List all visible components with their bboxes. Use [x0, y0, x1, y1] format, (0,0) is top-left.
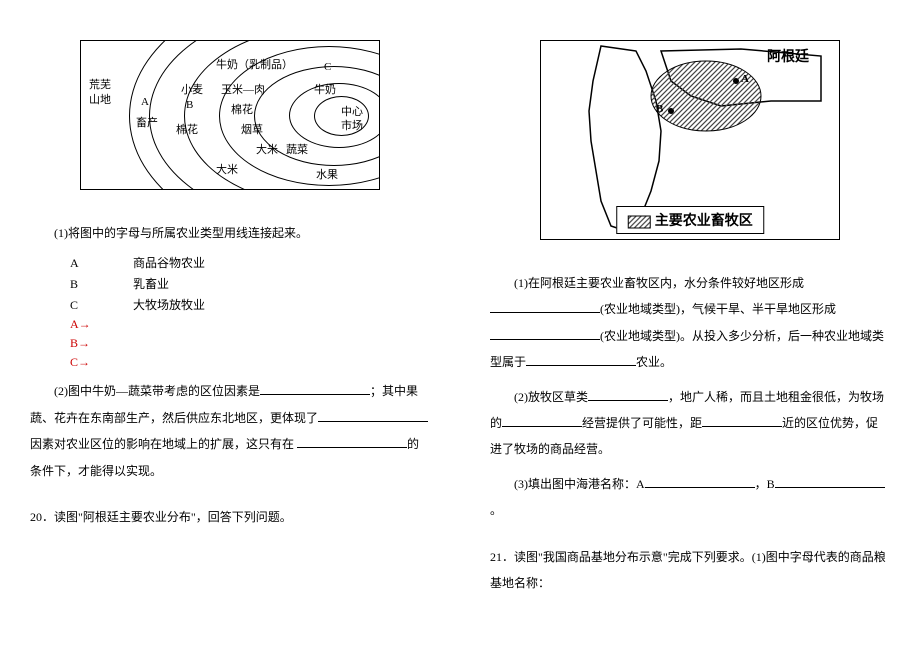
label-mtn1: 荒芜	[89, 76, 111, 92]
legend-swatch-icon	[627, 215, 651, 229]
blank-r1-1[interactable]	[490, 299, 600, 313]
red-b: B→	[70, 336, 430, 351]
right-column: 阿根廷 A B 主要农业畜牧区 (1)在阿根廷主要农业畜牧区内，水分条件较好地区…	[460, 0, 920, 650]
left-column: 荒芜 山地 A 畜产 小麦 B 棉花 牛奶（乳制品） 玉米—肉 棉花 烟草 C …	[0, 0, 460, 650]
r3-p3: 。	[490, 503, 502, 517]
von-thunen-diagram: 荒芜 山地 A 畜产 小麦 B 棉花 牛奶（乳制品） 玉米—肉 棉花 烟草 C …	[80, 40, 380, 190]
red-a: A→	[70, 317, 430, 332]
map-label-a: A	[741, 73, 749, 85]
blank-r3-2[interactable]	[775, 474, 885, 488]
map-legend: 主要农业畜牧区	[616, 206, 764, 234]
q21-text: 21．读图"我国商品基地分布示意"完成下列要求。(1)图中字母代表的商品粮基地名…	[490, 544, 890, 597]
blank-r2-1[interactable]	[588, 387, 668, 401]
label-center2: 市场	[341, 117, 363, 133]
option-letter-a: A	[70, 256, 130, 271]
r2-para: (2)放牧区草类，地广人稀，而且土地租金很低，为牧场的经营提供了可能性，距近的区…	[490, 384, 890, 463]
label-rice1: 大米	[256, 141, 278, 157]
r1-p1: (1)在阿根廷主要农业畜牧区内，水分条件较好地区形成	[514, 276, 804, 290]
r2-p1: (2)放牧区草类	[514, 390, 588, 404]
r1-para: (1)在阿根廷主要农业畜牧区内，水分条件较好地区形成 (农业地域类型)，气候干旱、…	[490, 270, 890, 376]
q20-text: 20．读图"阿根廷主要农业分布"，回答下列问题。	[30, 504, 430, 530]
r3-para: (3)填出图中海港名称：A ，B 。	[490, 471, 890, 524]
legend-text: 主要农业畜牧区	[655, 214, 753, 229]
label-milk: 牛奶	[314, 81, 336, 97]
blank-r1-2[interactable]	[490, 326, 600, 340]
label-mtn2: 山地	[89, 91, 111, 107]
red-c: C→	[70, 355, 430, 370]
blank-r1-3[interactable]	[526, 352, 636, 366]
map-label-b: B	[656, 103, 663, 115]
label-cotton1: 棉花	[176, 121, 198, 137]
option-a-text: 商品谷物农业	[133, 256, 205, 270]
label-milk-products: 牛奶（乳制品）	[216, 56, 293, 72]
blank-r2-2[interactable]	[502, 413, 582, 427]
label-livestock: 畜产	[136, 114, 158, 130]
option-c-text: 大牧场放牧业	[133, 298, 205, 312]
option-a-row: A 商品谷物农业	[70, 254, 430, 271]
q2-para: (2)图中牛奶—蔬菜带考虑的区位因素是；其中果蔬、花卉在东南部生产，然后供应东北…	[30, 378, 430, 484]
r2-p3: 经营提供了可能性，距	[582, 416, 702, 430]
blank-q2-2[interactable]	[318, 408, 428, 422]
option-b-text: 乳畜业	[133, 277, 169, 291]
map-title: 阿根廷	[767, 46, 809, 66]
r1-p2: (农业地域类型)，气候干旱、半干旱地区形成	[600, 302, 836, 316]
r3-p1: (3)填出图中海港名称：A	[514, 477, 645, 491]
option-letter-b: B	[70, 277, 130, 292]
blank-q2-3[interactable]	[297, 434, 407, 448]
label-corn-meat: 玉米—肉	[221, 81, 265, 97]
label-veg: 蔬菜	[286, 141, 308, 157]
r1-p4: 农业。	[636, 355, 672, 369]
q1-text: (1)将图中的字母与所属农业类型用线连接起来。	[30, 220, 430, 246]
option-c-row: C 大牧场放牧业	[70, 296, 430, 313]
argentina-map: 阿根廷 A B 主要农业畜牧区	[540, 40, 840, 240]
label-B: B	[186, 99, 193, 111]
label-rice2: 大米	[216, 161, 238, 177]
label-fruit: 水果	[316, 166, 338, 182]
q2-p1: (2)图中牛奶—蔬菜带考虑的区位因素是	[54, 384, 260, 398]
r3-p2: ，B	[755, 477, 775, 491]
label-tobacco: 烟草	[241, 121, 263, 137]
label-A: A	[141, 96, 149, 108]
option-b-row: B 乳畜业	[70, 275, 430, 292]
label-cotton2: 棉花	[231, 101, 253, 117]
label-C: C	[324, 61, 331, 73]
q2-p3: 因素对农业区位的影响在地域上的扩展，这只有在	[30, 437, 294, 451]
label-wheat: 小麦	[181, 81, 203, 97]
blank-r2-3[interactable]	[702, 413, 782, 427]
blank-r3-1[interactable]	[645, 474, 755, 488]
option-letter-c: C	[70, 298, 130, 313]
blank-q2-1[interactable]	[260, 381, 370, 395]
